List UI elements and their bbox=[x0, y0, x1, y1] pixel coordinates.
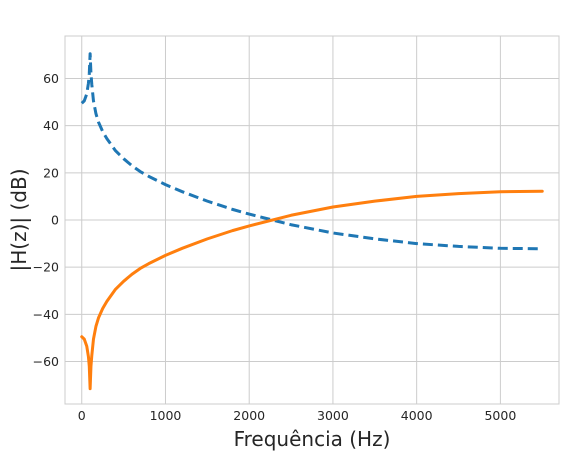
plot-frame bbox=[64, 35, 560, 405]
grid bbox=[65, 36, 559, 404]
x-tick-labels: 0 1000 2000 3000 4000 5000 bbox=[78, 408, 517, 423]
x-tick-label: 0 bbox=[78, 408, 86, 423]
x-axis-label: Frequência (Hz) bbox=[234, 427, 391, 451]
y-tick-label: −20 bbox=[33, 260, 59, 275]
x-tick-label: 3000 bbox=[317, 408, 349, 423]
y-tick-label: 20 bbox=[43, 165, 59, 180]
x-tick-label: 1000 bbox=[150, 408, 182, 423]
y-tick-label: −40 bbox=[33, 307, 59, 322]
y-tick-label: 0 bbox=[51, 213, 59, 228]
series-group bbox=[80, 52, 544, 391]
y-tick-label: 60 bbox=[43, 71, 59, 86]
series-line-1 bbox=[80, 52, 543, 251]
y-tick-label: 40 bbox=[43, 118, 59, 133]
x-tick-label: 5000 bbox=[484, 408, 516, 423]
y-axis-label: |H(z)| (dB) bbox=[7, 169, 31, 272]
series-line-2 bbox=[80, 189, 544, 391]
y-tick-label: −60 bbox=[33, 354, 59, 369]
x-tick-label: 4000 bbox=[401, 408, 433, 423]
x-tick-label: 2000 bbox=[233, 408, 265, 423]
y-tick-labels: −60 −40 −20 0 20 40 60 bbox=[33, 71, 59, 369]
